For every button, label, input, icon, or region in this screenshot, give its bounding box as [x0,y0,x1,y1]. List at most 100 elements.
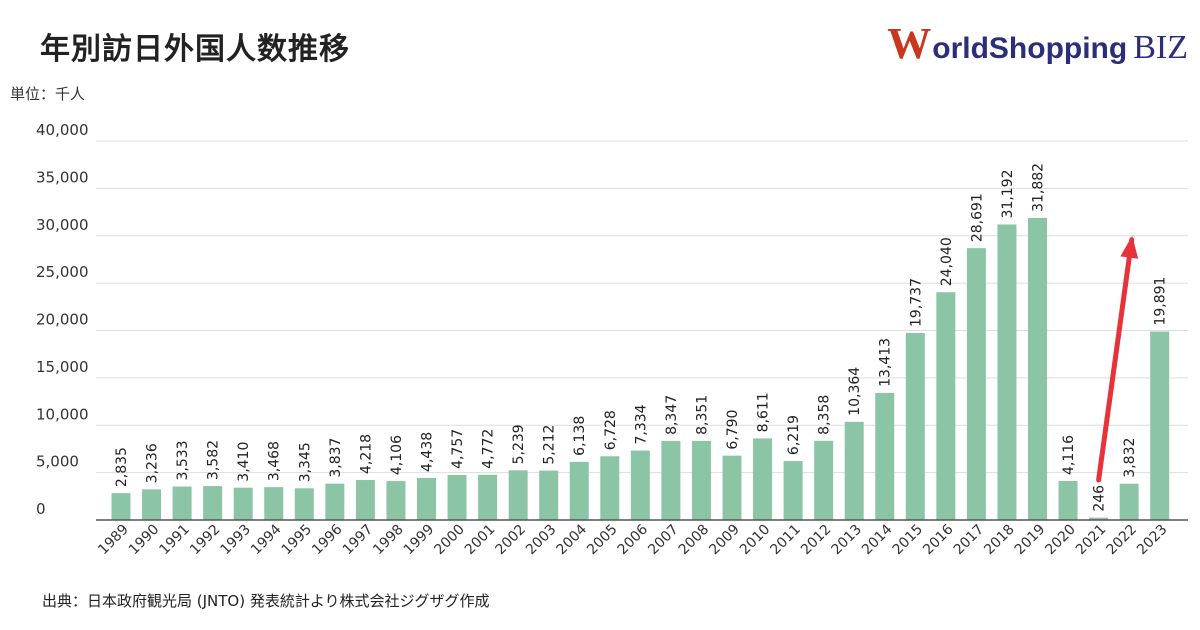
data-label: 4,438 [420,432,436,472]
x-tick-label: 1992 [187,522,224,559]
bar [997,224,1017,520]
y-tick-label: 40,000 [36,121,89,139]
data-label: 8,358 [817,395,833,435]
x-tick-label: 2019 [1012,522,1049,559]
data-label: 3,468 [267,441,283,481]
bar [905,332,925,520]
data-label: 31,192 [1000,169,1016,218]
x-tick-label: 2005 [584,522,621,559]
x-tick-label: 2013 [829,522,866,559]
x-tick-label: 2011 [767,522,804,559]
data-label: 4,757 [450,429,466,469]
x-tick-label: 2014 [859,521,896,558]
y-tick-label: 15,000 [36,358,89,376]
bar [142,489,162,520]
data-label: 5,239 [511,424,527,464]
x-tick-label: 2023 [1134,522,1171,559]
x-tick-label: 1998 [370,522,407,559]
y-tick-label: 30,000 [36,216,89,234]
bar [1028,217,1047,521]
data-label: 3,837 [328,438,344,478]
bar [966,248,986,520]
bar [691,440,711,520]
data-label: 31,882 [1031,163,1047,212]
growth-arrow-line [1096,237,1135,483]
x-tick-label: 2006 [615,521,652,558]
bar [600,456,620,520]
data-label: 246 [1092,485,1108,512]
bar [630,450,650,520]
x-tick-label: 2001 [462,522,499,559]
bar [172,486,192,520]
x-tick-label: 2010 [737,522,774,559]
x-tick-label: 2021 [1073,522,1110,559]
data-label: 4,116 [1061,435,1077,475]
data-label: 8,347 [664,395,680,435]
x-tick-label: 1991 [156,522,193,559]
data-label: 3,582 [206,440,222,480]
data-label: 2,835 [114,447,130,487]
bar [661,440,681,520]
x-tick-label: 1993 [218,522,255,559]
data-label: 3,236 [145,443,161,483]
x-tick-label: 2003 [523,522,560,559]
x-tick-label: 1999 [401,522,438,559]
data-label: 19,737 [908,278,924,327]
bar [1150,331,1170,520]
chart-title: 年別訪日外国人数推移 [40,32,350,67]
bar [539,470,559,520]
data-label: 8,351 [694,395,710,435]
logo-w: W [887,19,932,68]
data-label: 3,410 [236,442,252,482]
bar [111,493,131,520]
bar [233,487,253,520]
y-tick-label: 0 [36,500,46,518]
x-tick-label: 2004 [554,521,591,558]
bar [844,421,864,520]
data-label: 4,772 [481,429,497,469]
x-tick-label: 1994 [248,521,285,558]
data-label: 3,533 [175,440,191,480]
data-label: 6,219 [786,415,802,455]
data-label: 4,106 [389,435,405,475]
data-label: 3,832 [1122,438,1138,478]
data-label: 5,212 [542,425,558,465]
x-tick-label: 2007 [645,522,682,559]
worldshopping-biz-logo: W orldShopping BIZ [887,18,1188,69]
x-tick-label: 1996 [309,521,346,558]
data-label: 7,334 [633,404,649,444]
x-tick-label: 2017 [951,522,988,559]
logo-main: orldShopping [932,32,1128,65]
bar [325,483,345,520]
bar [1089,517,1109,520]
y-tick-label: 35,000 [36,168,89,186]
x-tick-label: 2015 [890,522,927,559]
bar [814,440,834,520]
x-tick-label: 1997 [340,522,377,559]
bar [783,461,803,520]
x-tick-label: 2009 [706,522,743,559]
x-tick-label: 2018 [981,522,1018,559]
bar [264,487,284,520]
source-label: 出典：日本政府観光局 (JNTO) 発表統計より株式会社ジグザグ作成 [42,592,490,610]
data-label: 19,891 [1153,277,1169,326]
data-label: 13,413 [878,338,894,387]
y-tick-label: 25,000 [36,263,89,281]
x-tick-label: 1990 [126,522,163,559]
data-label: 6,728 [603,410,619,450]
logo-biz: BIZ [1133,29,1188,66]
data-label: 24,040 [939,237,955,286]
unit-label: 単位：千人 [10,85,86,103]
data-label: 4,218 [358,434,374,474]
bar [569,461,589,520]
data-label: 8,611 [756,392,772,432]
y-tick-label: 5,000 [36,453,79,471]
bar [1119,483,1139,520]
data-label: 6,790 [725,410,741,450]
bar [722,455,742,520]
data-label: 6,138 [572,416,588,456]
x-tick-label: 2002 [492,522,529,559]
x-tick-label: 2016 [920,521,957,558]
bar [447,474,467,520]
